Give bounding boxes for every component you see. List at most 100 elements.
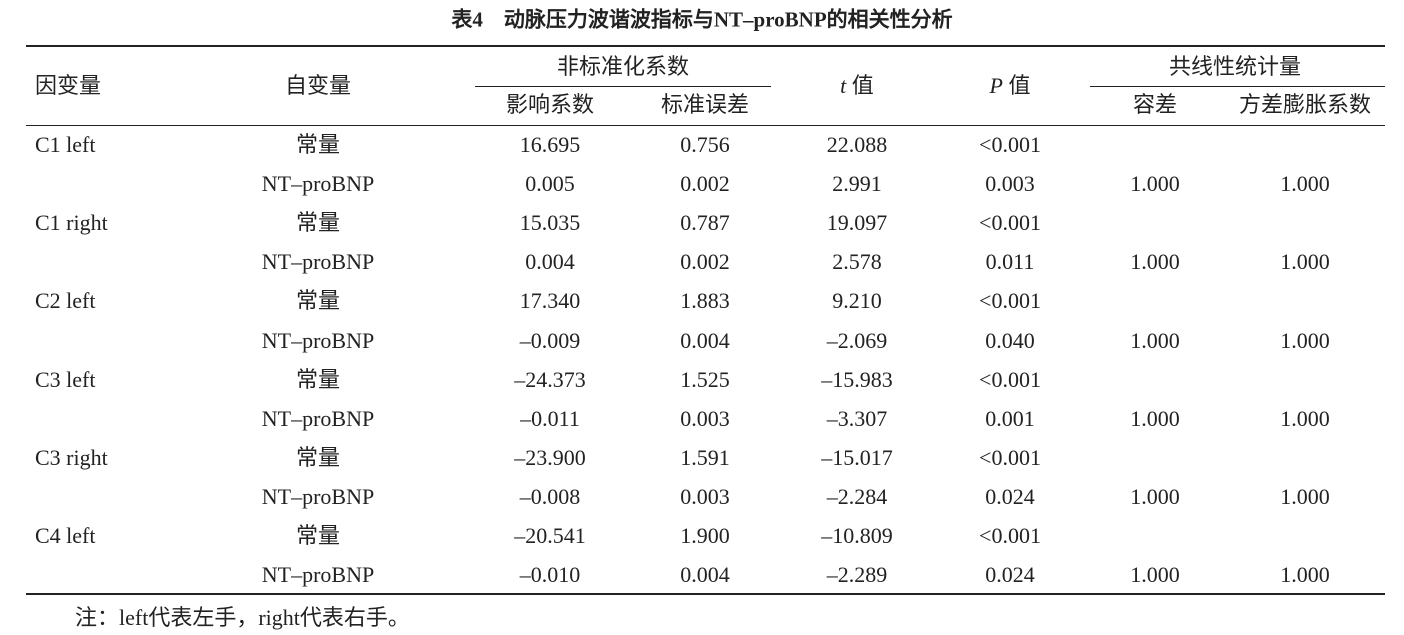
- table-cell: NT–proBNP: [261, 405, 375, 431]
- table-cell: –20.541: [514, 523, 586, 548]
- table-cell: –0.010: [519, 562, 581, 588]
- table-cell: 1.000: [1280, 405, 1330, 431]
- table-cell: 1.000: [1130, 562, 1180, 588]
- table-cell: 1.000: [1130, 483, 1180, 509]
- table-cell: 0.011: [985, 249, 1035, 275]
- table-cell: 1.000: [1280, 249, 1330, 275]
- table-cell: C3 right: [35, 444, 108, 470]
- group-rule: [475, 86, 771, 87]
- table-cell: 17.340: [519, 288, 581, 314]
- table-cell: –0.011: [520, 405, 580, 431]
- table-cell: 1.000: [1130, 249, 1180, 275]
- table-cell: 常量: [295, 132, 341, 157]
- table-cell: 常量: [295, 523, 341, 548]
- table-cell: 1.000: [1130, 171, 1180, 197]
- header-cell: 容差: [1132, 92, 1178, 117]
- table-cell: –15.017: [821, 444, 893, 470]
- table-cell: 1.591: [680, 444, 730, 470]
- table-cell: C2 left: [35, 288, 96, 314]
- header-cell: 方差膨胀系数: [1238, 92, 1372, 117]
- table-cell: 19.097: [826, 210, 888, 236]
- table-cell: NT–proBNP: [261, 327, 375, 353]
- table-cell: 1.000: [1280, 327, 1330, 353]
- table-cell: 0.787: [680, 210, 730, 236]
- table-cell: 0.024: [985, 483, 1035, 509]
- table-cell: 常量: [295, 366, 341, 392]
- table-cell: 0.002: [680, 249, 730, 275]
- table-cell: <0.001: [979, 523, 1041, 548]
- table-cell: 2.578: [832, 249, 882, 275]
- header-rule: [26, 125, 1385, 126]
- table-cell: <0.001: [979, 366, 1041, 392]
- table-cell: 1.900: [680, 523, 730, 548]
- header-cell: 非标准化系数: [556, 54, 690, 79]
- group-rule: [1090, 86, 1385, 87]
- table-cell: NT–proBNP: [261, 249, 375, 275]
- table-cell: –2.284: [826, 483, 888, 509]
- header-cell: 因变量: [35, 73, 102, 98]
- table-cell: –2.069: [826, 327, 888, 353]
- table-cell: –2.289: [826, 562, 888, 588]
- table-cell: 1.000: [1280, 171, 1330, 197]
- table-cell: <0.001: [979, 288, 1041, 314]
- table-cell: 0.024: [985, 562, 1035, 588]
- table-cell: 1.883: [680, 288, 730, 314]
- table-cell: C1 left: [35, 132, 96, 157]
- header-cell: 自变量: [284, 73, 352, 98]
- table-cell: –23.900: [514, 444, 586, 470]
- table-cell: 22.088: [826, 132, 888, 157]
- table-cell: 2.991: [832, 171, 882, 197]
- label: 值: [1008, 73, 1031, 98]
- table-cell: 0.004: [680, 562, 730, 588]
- top-rule: [26, 45, 1385, 47]
- table-cell: <0.001: [979, 132, 1041, 157]
- header-cell: 共线性统计量: [1168, 54, 1302, 79]
- note: 注：left代表左手，right代表右手。: [75, 605, 410, 630]
- table-cell: 常量: [295, 210, 341, 236]
- table-cell: –10.809: [821, 523, 893, 548]
- symbol: t: [840, 73, 847, 98]
- table-cell: 0.005: [525, 171, 575, 197]
- table-cell: NT–proBNP: [261, 562, 375, 588]
- table-cell: 0.003: [680, 483, 730, 509]
- table-cell: 常量: [295, 288, 341, 314]
- table-cell: 0.001: [985, 405, 1035, 431]
- table-cell: 0.002: [680, 171, 730, 197]
- symbol: P: [989, 73, 1003, 98]
- header-cell: 标准误差: [660, 92, 750, 117]
- table-cell: C4 left: [35, 523, 96, 548]
- title: 表4 动脉压力波谐波指标与NT–proBNP的相关性分析: [451, 7, 953, 32]
- table-cell: 1.000: [1280, 483, 1330, 509]
- table-cell: 1.000: [1280, 562, 1330, 588]
- table-cell: 9.210: [832, 288, 882, 314]
- table-cell: 0.003: [680, 405, 730, 431]
- table-cell: 常量: [295, 444, 341, 470]
- table-cell: C3 left: [35, 366, 96, 392]
- header-cell: 影响系数: [505, 92, 595, 117]
- table-cell: <0.001: [979, 210, 1041, 236]
- table-cell: –3.307: [826, 405, 888, 431]
- table-cell: <0.001: [979, 444, 1041, 470]
- table-cell: 15.035: [519, 210, 581, 236]
- table-cell: 16.695: [519, 132, 581, 157]
- bottom-rule: [26, 593, 1385, 595]
- table-cell: 1.000: [1130, 327, 1180, 353]
- header-cell: P 值: [990, 75, 1031, 97]
- table-cell: 0.004: [525, 249, 575, 275]
- table-cell: –0.008: [519, 483, 581, 509]
- table-cell: NT–proBNP: [261, 171, 375, 197]
- table-cell: 1.000: [1130, 405, 1180, 431]
- table-cell: 0.003: [985, 171, 1035, 197]
- table-cell: C1 right: [35, 210, 108, 236]
- table-cell: –0.009: [519, 327, 581, 353]
- table-cell: –24.373: [514, 366, 586, 392]
- table-cell: NT–proBNP: [261, 483, 375, 509]
- table-cell: –15.983: [821, 366, 893, 392]
- table-cell: 0.756: [680, 132, 730, 157]
- label: 值: [851, 73, 874, 98]
- table-cell: 0.004: [680, 327, 730, 353]
- header-cell: t 值: [840, 75, 874, 97]
- table-cell: 1.525: [680, 366, 730, 392]
- table-cell: 0.040: [985, 327, 1035, 353]
